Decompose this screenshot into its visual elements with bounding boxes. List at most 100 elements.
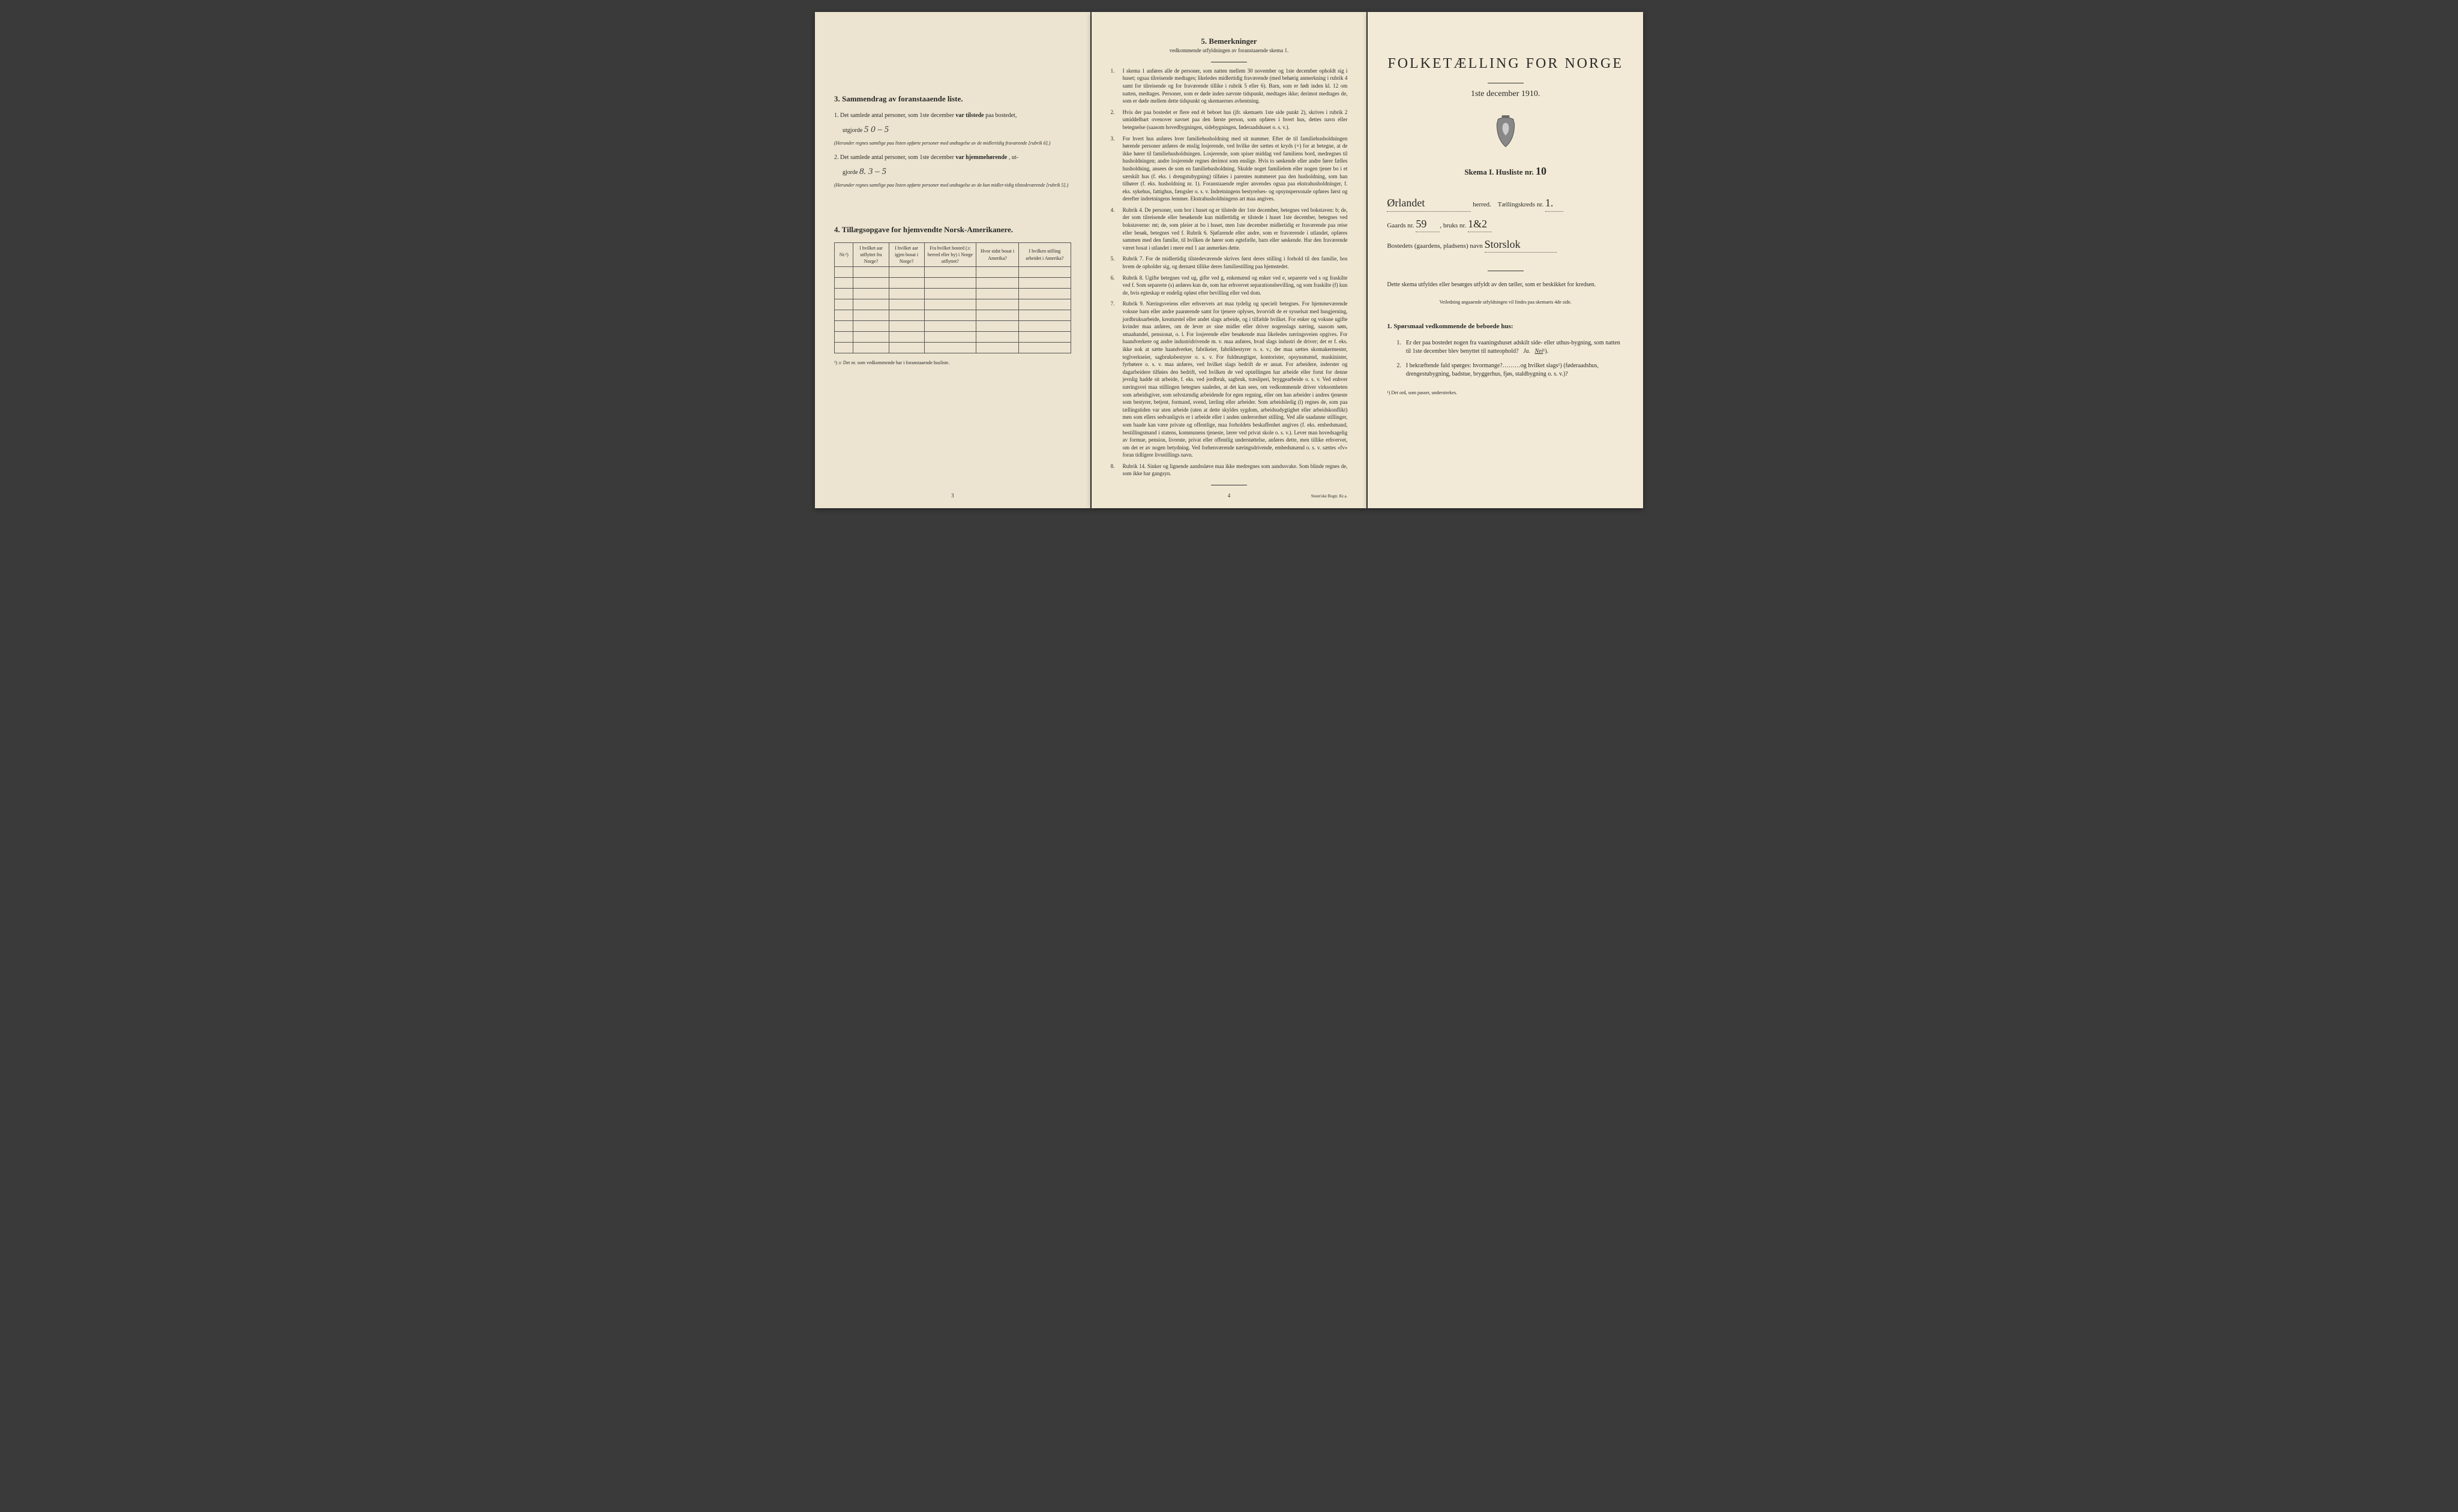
right-footnote: ¹) Det ord, som passer, understrekes. [1387,389,1624,396]
col-position: I hvilken stilling arbeidet i Amerika? [1019,242,1071,267]
utgjorde-1: utgjorde 5 0 – 5 [843,124,1071,136]
page-4: 5. Bemerkninger vedkommende utfyldningen… [1092,12,1367,508]
bosted-label: Bostedets (gaardens, pladsens) navn [1387,242,1482,250]
question-section: 1. Spørsmaal vedkommende de beboede hus:… [1387,322,1624,378]
remark-num: 1. [1111,67,1119,105]
table-row [835,321,1071,332]
remark-num: 4. [1111,206,1119,252]
table-row [835,310,1071,321]
remark-text: I skema 1 anføres alle de personer, som … [1123,67,1348,105]
remark-item: 7.Rubrik 9. Næringsveiens eller erhverve… [1111,300,1348,458]
remark-text: Rubrik 4. De personer, som bor i huset o… [1123,206,1348,252]
main-title: FOLKETÆLLING FOR NORGE [1387,54,1624,74]
tellingskreds-value: 1. [1545,196,1563,211]
remark-text: Rubrik 7. For de midlertidig tilstedevær… [1123,255,1348,270]
remark-item: 2.Hvis der paa bostedet er flere end ét … [1111,109,1348,131]
remarks-list: 1.I skema 1 anføres alle de personer, so… [1111,67,1348,478]
col-america: Hvor sidst bosat i Amerika? [976,242,1019,267]
table-row [835,267,1071,278]
table-row [835,278,1071,289]
q-text: I bekræftende fald spørges: hvormange?……… [1406,362,1624,379]
bosted-value: Storslok [1485,237,1557,253]
item-1: 1. Det samlede antal personer, som 1ste … [834,112,1071,120]
herred-label: herred. [1473,201,1491,208]
answer-nei: Nei [1535,348,1543,355]
col-year-back: I hvilket aar igjen bosat i Norge? [889,242,924,267]
section-5-subtitle: vedkommende utfyldningen av foranstaaend… [1111,47,1348,55]
page-number-4: 4 [1228,492,1231,500]
remark-item: 5. Rubrik 7. For de midlertidig tilstedev… [1111,255,1348,270]
page-number-3: 3 [951,492,954,500]
note-2: (Herunder regnes samtlige paa listen opf… [834,182,1071,188]
page-title-page: FOLKETÆLLING FOR NORGE 1ste december 191… [1368,12,1643,508]
remark-num: 8. [1111,463,1119,478]
remark-text: Hvis der paa bostedet er flere end ét be… [1123,109,1348,131]
bruks-value: 1&2 [1468,217,1492,232]
gjorde-label: gjorde [843,169,858,176]
skema-label: Skema I. Husliste nr. [1464,167,1533,176]
tellingskreds-label: Tællingskreds nr. [1498,201,1543,208]
item2-bold: var hjemmehørende [955,154,1007,161]
remark-text: For hvert hus anføres hver familiehushol… [1123,135,1348,203]
remark-item: 6.Rubrik 8. Ugifte betegnes ved ug, gift… [1111,274,1348,297]
q-num: 1. [1396,339,1401,356]
item2-suffix: , ut- [1009,154,1018,161]
table-row [835,343,1071,353]
gaards-line: Gaards nr. 59, bruks nr. 1&2 [1387,217,1624,232]
question-1: 1. Er der paa bostedet nogen fra vaaning… [1396,339,1624,356]
coat-of-arms-icon [1493,115,1518,148]
table-row [835,299,1071,310]
bosted-line: Bostedets (gaardens, pladsens) navn Stor… [1387,237,1624,253]
bruks-label: bruks nr. [1443,222,1467,229]
handwritten-count-2: 8. 3 – 5 [859,167,886,176]
guidance-note: Veiledning angaaende utfyldningen vil fi… [1387,299,1624,305]
gaards-label: Gaards nr. [1387,222,1414,229]
answer-sup: ¹). [1543,348,1548,355]
col-nr: Nr.¹) [835,242,853,267]
remark-num: 7. [1111,300,1119,458]
gjorde-2: gjorde 8. 3 – 5 [843,166,1071,178]
imprint: Steen'ske Bogtr. Kr.a. [1311,494,1348,500]
table-header-row: Nr.¹) I hvilket aar utflyttet fra Norge?… [835,242,1071,267]
remark-num: 5. [1111,255,1119,270]
table-row [835,289,1071,299]
answer-ja: Ja. [1523,348,1530,355]
remark-item: 4.Rubrik 4. De personer, som bor i huset… [1111,206,1348,252]
q-text: Er der paa bostedet nogen fra vaaningshu… [1406,339,1624,356]
husliste-nr: 10 [1536,165,1546,177]
section-5-title: 5. Bemerkninger [1111,36,1348,47]
remark-text: Rubrik 8. Ugifte betegnes ved ug, gifte … [1123,274,1348,297]
remark-item: 3.For hvert hus anføres hver familiehush… [1111,135,1348,203]
gaards-value: 59 [1416,217,1440,232]
remark-item: 8. Rubrik 14. Sinker og lignende aandsslø… [1111,463,1348,478]
herred-value: Ørlandet [1387,196,1471,211]
section-4-title: 4. Tillægsopgave for hjemvendte Norsk-Am… [834,224,1071,235]
col-year-out: I hvilket aar utflyttet fra Norge? [853,242,889,267]
q1-1-text: Er der paa bostedet nogen fra vaaningshu… [1406,340,1620,355]
item2-prefix: 2. Det samlede antal personer, som 1ste … [834,154,954,161]
item1-bold: var tilstede [955,112,984,119]
q-num: 2. [1396,362,1401,379]
skema-line: Skema I. Husliste nr. 10 [1387,164,1624,179]
remark-num: 2. [1111,109,1119,131]
question-2: 2. I bekræftende fald spørges: hvormange… [1396,362,1624,379]
q1-heading: 1. Spørsmaal vedkommende de beboede hus: [1387,322,1624,331]
herred-line: Ørlandet herred. Tællingskreds nr. 1. [1387,196,1624,211]
remark-item: 1.I skema 1 anføres alle de personer, so… [1111,67,1348,105]
note-1: (Herunder regnes samtlige paa listen opf… [834,140,1071,146]
census-document: 3. Sammendrag av foranstaaende liste. 1.… [815,12,1643,508]
section-3-title: 3. Sammendrag av foranstaaende liste. [834,94,1071,104]
handwritten-count-1: 5 0 – 5 [864,125,889,134]
remark-text: Rubrik 14. Sinker og lignende aandssløve… [1123,463,1348,478]
section4-footnote: ¹) ɔ: Det nr. som vedkommende har i fora… [834,359,1071,366]
utgjorde-label: utgjorde [843,127,862,134]
census-date: 1ste december 1910. [1387,88,1624,100]
description-para: Dette skema utfyldes eller besørges utfy… [1387,281,1624,289]
item1-prefix: 1. Det samlede antal personer, som 1ste … [834,112,954,119]
col-from: Fra hvilket bosted (ɔ: herred eller by) … [924,242,976,267]
item-2: 2. Det samlede antal personer, som 1ste … [834,154,1071,162]
page-3: 3. Sammendrag av foranstaaende liste. 1.… [815,12,1090,508]
item1-suffix: paa bostedet, [985,112,1017,119]
remark-text: Rubrik 9. Næringsveiens eller erhvervets… [1123,300,1348,458]
remark-num: 6. [1111,274,1119,297]
